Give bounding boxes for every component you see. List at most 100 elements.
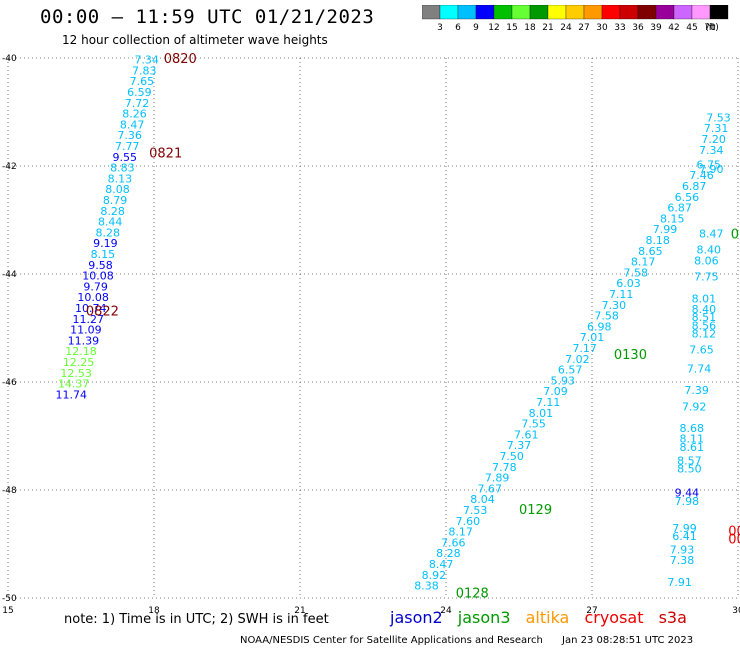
wave-height-label: 7.55 <box>521 418 546 431</box>
wave-height-label: 6.87 <box>682 180 707 193</box>
wave-height-label: 8.44 <box>98 216 123 229</box>
wave-height-label: 7.02 <box>565 353 590 366</box>
wave-height-label: 8.01 <box>692 292 717 305</box>
wave-height-label: 8.12 <box>692 327 717 340</box>
page-subtitle: 12 hour collection of altimeter wave hei… <box>62 33 328 47</box>
time-label: 002 <box>728 533 740 548</box>
wave-height-label: 8.28 <box>436 547 461 560</box>
wave-height-label: 7.34 <box>699 144 724 157</box>
wave-height-label: 7.66 <box>441 536 466 549</box>
footer-timestamp: Jan 23 08:28:51 UTC 2023 <box>562 635 694 646</box>
wave-height-label: 8.28 <box>96 226 121 239</box>
wave-height-label: 7.53 <box>706 111 731 124</box>
wave-height-label: 7.99 <box>653 223 678 236</box>
wave-height-label: 8.18 <box>645 234 670 247</box>
wave-height-label: 14.37 <box>58 378 90 391</box>
colorbar-unit: (ft) <box>705 23 719 33</box>
colorbar-label: 30 <box>596 23 608 33</box>
wave-height-label: 9.19 <box>93 237 118 250</box>
colorbar-label: 21 <box>542 23 553 33</box>
x-tick-label: 24 <box>440 606 452 616</box>
wave-height-label: 12.53 <box>60 367 92 380</box>
colorbar-label: 70 <box>704 23 716 33</box>
wave-height-label: 7.17 <box>572 342 597 355</box>
y-tick-label: -46 <box>2 378 17 388</box>
wave-height-label: 8.13 <box>108 172 133 185</box>
wave-height-label: 8.26 <box>122 108 147 121</box>
wave-height-label: 8.06 <box>694 255 719 268</box>
y-tick-label: -42 <box>2 162 17 172</box>
time-label: 01 <box>731 228 740 243</box>
y-tick-label: -48 <box>2 486 17 496</box>
wave-height-label: 8.50 <box>677 462 702 475</box>
wave-height-label: 7.58 <box>594 310 619 323</box>
colorbar-swatch <box>709 5 729 20</box>
colorbar-label: 33 <box>614 23 625 33</box>
wave-height-label: 7.83 <box>132 64 157 77</box>
colorbar-label: 45 <box>686 23 697 33</box>
y-tick-label: -50 <box>2 594 17 604</box>
note-text: note: 1) Time is in UTC; 2) SWH is in fe… <box>64 612 329 627</box>
colorbar-label: 18 <box>524 23 536 33</box>
footer: NOAA/NESDIS Center for Satellite Applica… <box>240 635 693 646</box>
wave-height-label: 8.56 <box>692 319 717 332</box>
wave-height-label: 7.58 <box>624 266 649 279</box>
y-tick-label: -40 <box>2 54 17 64</box>
x-tick-label: 21 <box>294 606 305 616</box>
colorbar-label: 6 <box>455 23 461 33</box>
legend-s3a: s3a <box>658 608 687 627</box>
wave-height-label: 6.87 <box>667 202 692 215</box>
colorbar-label: 27 <box>578 23 589 33</box>
colorbar-label: 42 <box>668 23 679 33</box>
wave-height-label: 8.28 <box>100 205 125 218</box>
wave-height-label: 8.83 <box>110 162 135 175</box>
wave-height-label: 7.90 <box>699 163 724 176</box>
wave-height-label: 6.56 <box>675 191 700 204</box>
wave-height-label: 8.17 <box>448 526 473 539</box>
wave-height-label: 11.74 <box>56 388 88 401</box>
wave-height-label: 8.57 <box>677 454 702 467</box>
footer-org: NOAA/NESDIS Center for Satellite Applica… <box>240 635 543 646</box>
wave-height-label: 7.77 <box>115 140 140 153</box>
wave-height-label: 7.75 <box>694 271 719 284</box>
wave-height-label: 7.11 <box>536 396 561 409</box>
wave-height-label: 7.99 <box>672 522 697 535</box>
wave-height-label: 8.15 <box>660 212 685 225</box>
colorbar-label: 15 <box>506 23 517 33</box>
wave-height-label: 7.34 <box>134 54 159 67</box>
wave-height-label: 8.08 <box>105 183 130 196</box>
wave-height-label: 7.20 <box>701 133 726 146</box>
wave-height-label: 7.38 <box>670 554 695 567</box>
satellite-legend: jason2 jason3 altika cryosat s3a <box>390 608 697 627</box>
wave-height-label: 9.44 <box>675 487 700 500</box>
y-tick-label: -44 <box>2 270 17 280</box>
wave-height-label: 9.58 <box>88 259 113 272</box>
colorbar-label: 24 <box>560 23 572 33</box>
wave-height-label: 8.47 <box>699 228 724 241</box>
time-label: 0128 <box>456 587 489 602</box>
wave-height-label: 7.60 <box>456 515 481 528</box>
wave-height-label: 8.51 <box>692 311 717 324</box>
time-label: 0821 <box>149 147 182 162</box>
wave-height-label: 7.50 <box>499 450 524 463</box>
time-label: 0820 <box>164 52 197 67</box>
wave-height-label: 6.59 <box>127 86 152 99</box>
colorbar-legend: 3 6 9 12 15 18 21 24 27 30 33 36 39 42 45 70(ft) <box>422 5 729 33</box>
wave-height-label: 7.01 <box>580 331 605 344</box>
wave-height-label: 7.78 <box>492 461 517 474</box>
wave-height-label: 8.47 <box>429 558 454 571</box>
legend-jason2: jason2 <box>390 608 443 627</box>
wave-height-label: 7.31 <box>704 122 729 135</box>
wave-height-label: 8.47 <box>120 118 145 131</box>
time-label: 002 <box>728 525 740 540</box>
wave-height-label: 7.39 <box>684 384 709 397</box>
wave-height-label: 7.91 <box>667 576 692 589</box>
colorbar-label: 3 <box>437 23 443 33</box>
legend-jason3: jason3 <box>457 608 511 627</box>
time-label: 0 <box>739 352 740 367</box>
legend-altika: altika <box>525 608 570 627</box>
wave-height-label: 10.74 <box>75 302 107 315</box>
wave-height-label: 11.39 <box>68 334 100 347</box>
wave-height-label: 8.11 <box>680 433 705 446</box>
wave-height-label: 6.57 <box>558 364 583 377</box>
